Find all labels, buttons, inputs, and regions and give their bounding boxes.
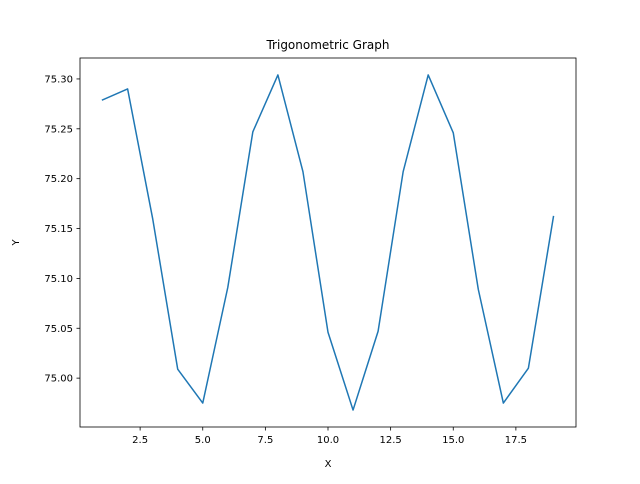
x-tick-label: 17.5 (505, 435, 527, 446)
x-tick-label: 10.0 (317, 435, 339, 446)
chart-title: Trigonometric Graph (265, 38, 389, 52)
y-tick-label: 75.10 (44, 274, 73, 285)
x-axis-label: X (325, 459, 332, 470)
y-axis-ticks: 75.00 75.05 75.10 75.15 75.20 75.25 75.30 (44, 74, 80, 385)
y-tick-label: 75.25 (44, 124, 73, 135)
series-line (101, 74, 555, 411)
y-tick-label: 75.15 (44, 224, 73, 235)
plot-area-frame (79, 57, 577, 428)
y-tick-label: 75.30 (44, 74, 73, 85)
x-tick-label: 2.5 (132, 435, 148, 446)
y-axis-label: Y (11, 239, 22, 247)
x-axis-ticks: 2.5 5.0 7.5 10.0 12.5 15.0 17.5 (132, 427, 527, 446)
x-tick-label: 15.0 (442, 435, 464, 446)
y-tick-label: 75.20 (44, 174, 73, 185)
y-tick-label: 75.00 (44, 374, 73, 385)
x-tick-label: 12.5 (379, 435, 401, 446)
x-tick-label: 5.0 (195, 435, 211, 446)
x-tick-label: 7.5 (257, 435, 273, 446)
plot-area-background (80, 58, 576, 427)
y-tick-label: 75.05 (44, 324, 73, 335)
